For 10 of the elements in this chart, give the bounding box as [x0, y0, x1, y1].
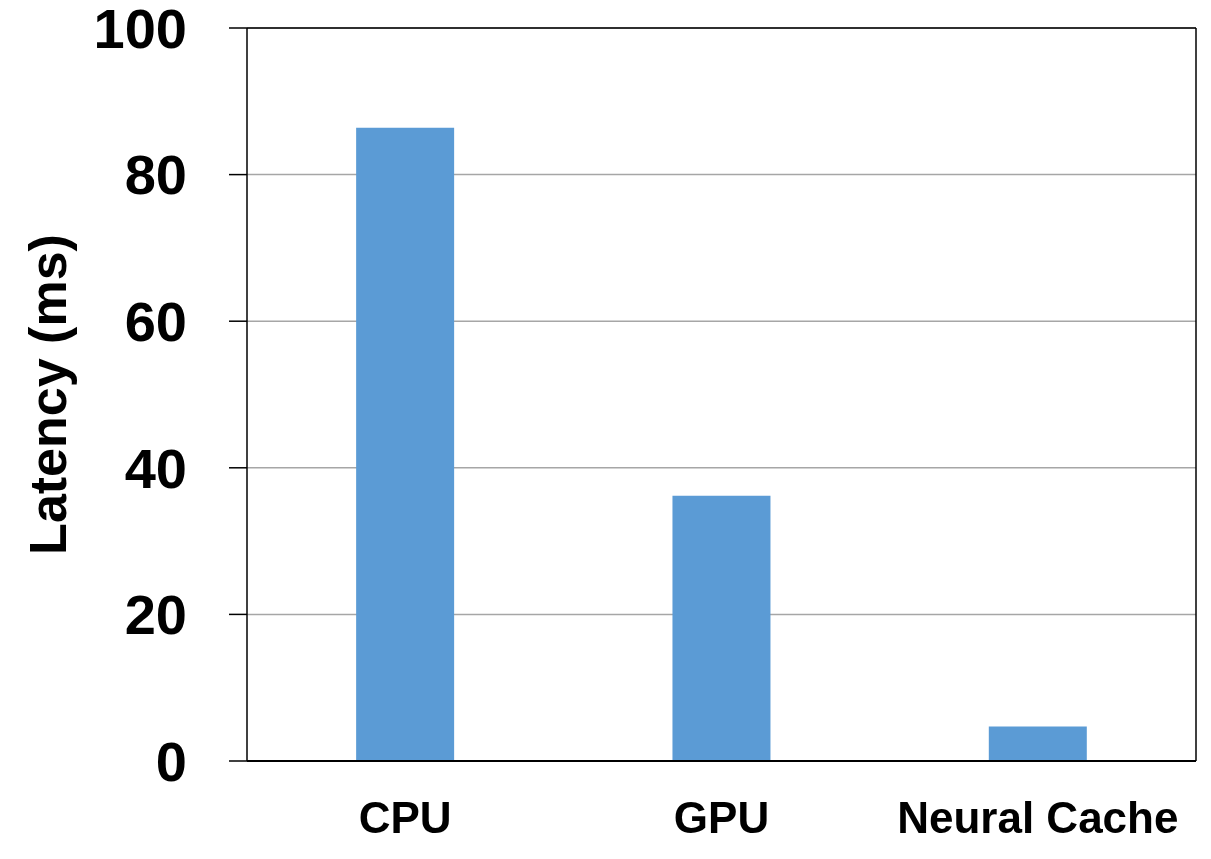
y-tick-label: 80: [124, 143, 187, 207]
y-tick-label: 20: [124, 583, 187, 647]
x-tick-label: Neural Cache: [897, 793, 1179, 842]
y-tick-label: 0: [155, 729, 187, 793]
y-tick-label: 60: [124, 290, 187, 354]
y-tick-label: 100: [93, 0, 187, 60]
y-tick-label: 40: [124, 436, 187, 500]
x-tick-label: GPU: [673, 793, 770, 842]
y-axis-title: Latency (ms): [19, 234, 77, 555]
x-tick-label: CPU: [358, 793, 452, 842]
